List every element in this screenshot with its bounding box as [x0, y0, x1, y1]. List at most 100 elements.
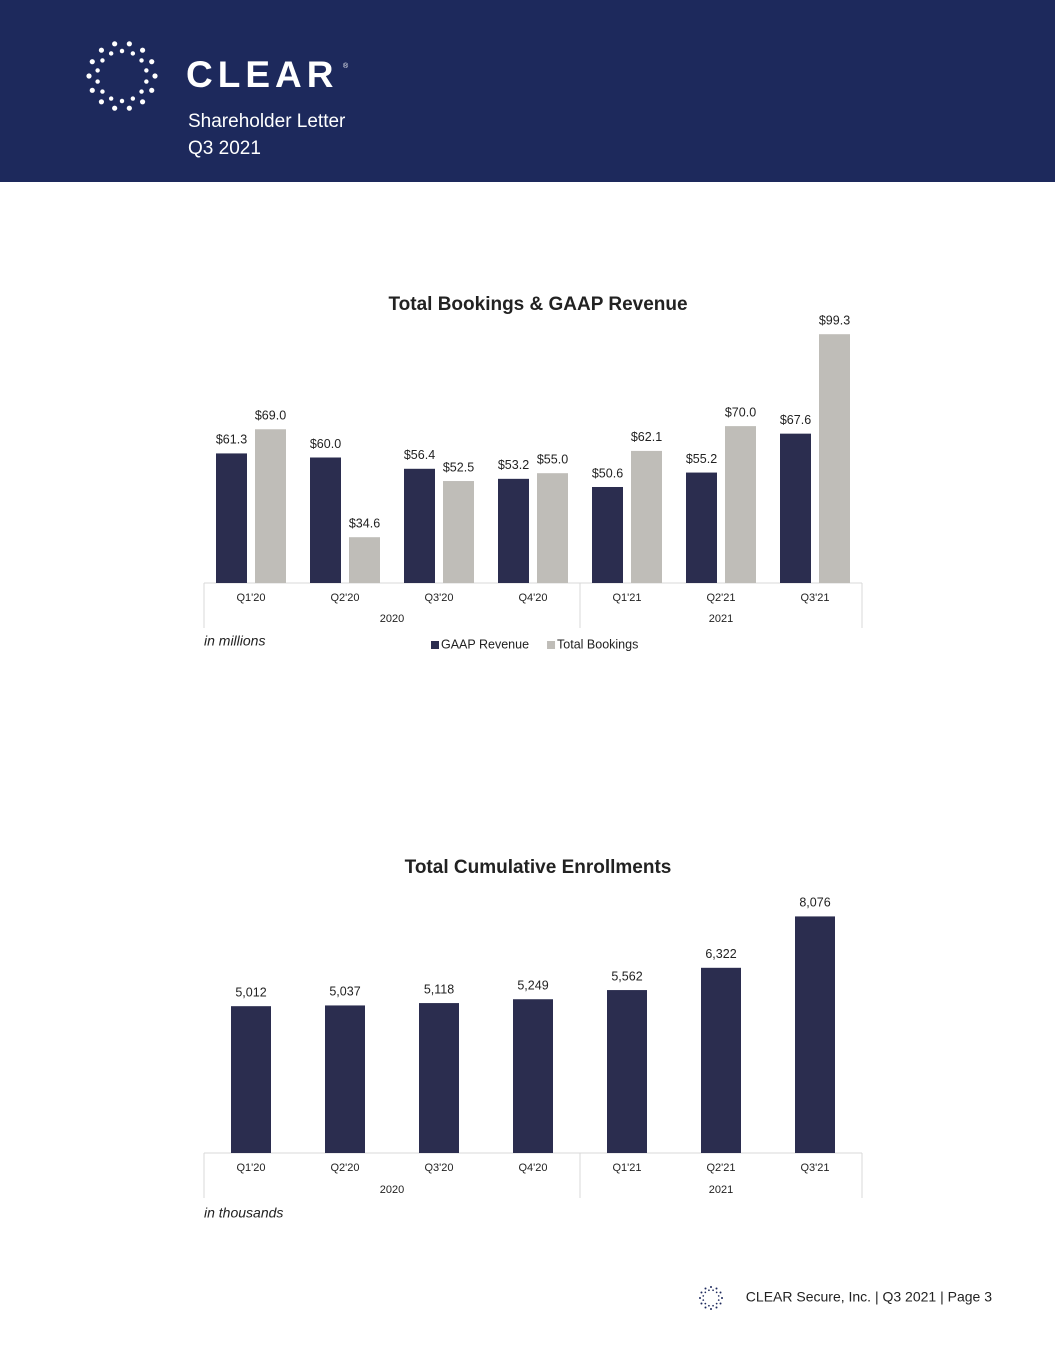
- bar: [725, 426, 756, 583]
- value-label: 5,012: [235, 985, 266, 999]
- x-tick-label: Q1'20: [236, 592, 265, 604]
- logo-dot: [149, 87, 155, 93]
- logo-dot: [702, 1295, 705, 1297]
- note: in millions: [204, 633, 265, 649]
- value-label: $69.0: [255, 409, 286, 423]
- period: Q3 2021: [188, 138, 261, 159]
- logo-dot: [139, 89, 144, 94]
- logo-dot: [704, 1287, 707, 1290]
- x-tick-label: Q1'21: [612, 1162, 641, 1174]
- value-label: $61.3: [216, 433, 247, 447]
- chart-title: Total Cumulative Enrollments: [405, 857, 672, 878]
- legend-swatch: [547, 641, 556, 649]
- legend-swatch: [431, 641, 439, 649]
- logo-dot: [719, 1302, 722, 1305]
- chart-title: Total Bookings & GAAP Revenue: [388, 294, 687, 315]
- logo-dot: [108, 96, 114, 101]
- x-tick-label: Q2'21: [706, 592, 735, 604]
- logo-dot: [700, 1291, 703, 1294]
- logo-dot: [704, 1302, 707, 1305]
- legend-label: Total Bookings: [557, 637, 638, 651]
- bar: [701, 967, 741, 1153]
- x-tick-label: Q3'20: [424, 1162, 453, 1174]
- value-label: $62.1: [631, 430, 662, 444]
- legend-label: GAAP Revenue: [441, 637, 529, 651]
- bar: [795, 916, 835, 1153]
- x-tick-label: Q2'20: [330, 1162, 359, 1174]
- group-label: 2021: [709, 613, 733, 625]
- logo-dot: [700, 1302, 703, 1305]
- bar: [419, 1003, 459, 1153]
- logo-dot: [708, 1304, 710, 1307]
- logo-dot: [95, 68, 100, 73]
- logo-dot: [152, 73, 158, 79]
- group-label: 2020: [380, 613, 404, 625]
- x-tick-label: Q1'20: [236, 1162, 265, 1174]
- group-label: 2020: [380, 1184, 404, 1196]
- logo-dot: [719, 1291, 722, 1294]
- logo-dot: [139, 58, 144, 63]
- logo-dot: [715, 1306, 718, 1309]
- x-tick-label: Q3'20: [424, 592, 453, 604]
- x-tick-label: Q3'21: [800, 592, 829, 604]
- logo-dot: [126, 41, 132, 47]
- x-tick-label: Q1'21: [612, 592, 641, 604]
- brand-mark: ®: [343, 62, 349, 70]
- logo-dot: [708, 1289, 710, 1292]
- logo-dot: [149, 59, 155, 65]
- note: in thousands: [204, 1205, 283, 1221]
- x-tick-label: Q2'20: [330, 592, 359, 604]
- logo-dot: [699, 1297, 701, 1299]
- logo-dot: [95, 79, 100, 84]
- value-label: 6,322: [705, 947, 736, 961]
- logo-dot: [108, 51, 114, 56]
- bar: [231, 1006, 271, 1153]
- logo-dot: [89, 87, 95, 93]
- bar: [592, 486, 623, 583]
- value-label: $99.3: [819, 313, 850, 327]
- bar: [443, 481, 474, 583]
- logo-dot: [100, 58, 105, 63]
- logo-dot: [130, 51, 136, 56]
- logo-dot: [715, 1291, 718, 1294]
- x-tick-label: Q3'21: [800, 1162, 829, 1174]
- logo-dot: [702, 1299, 705, 1301]
- logo-dot: [139, 47, 146, 53]
- bar: [404, 468, 435, 583]
- value-label: $53.2: [498, 458, 529, 472]
- value-label: $34.6: [349, 516, 380, 530]
- value-label: 5,562: [611, 969, 642, 983]
- logo-dot: [112, 105, 118, 111]
- value-label: $70.0: [725, 405, 756, 419]
- footer-logo: [699, 1286, 723, 1310]
- bar: [216, 453, 247, 583]
- logo-dot: [712, 1289, 714, 1292]
- logo-dot: [86, 73, 92, 79]
- bar: [607, 990, 647, 1153]
- bar: [686, 472, 717, 583]
- logo-dot: [717, 1295, 720, 1297]
- logo-dot: [126, 105, 132, 111]
- logo-dot: [100, 89, 105, 94]
- logo-dot: [144, 68, 149, 73]
- logo-dot: [715, 1302, 718, 1305]
- logo-dot: [710, 1286, 712, 1288]
- bar: [513, 999, 553, 1153]
- value-label: 5,118: [424, 982, 454, 996]
- value-label: $55.2: [686, 452, 717, 466]
- bar: [819, 334, 850, 583]
- x-tick-label: Q2'21: [706, 1162, 735, 1174]
- group-label: 2021: [709, 1184, 733, 1196]
- logo: [86, 41, 158, 111]
- logo-dot: [721, 1297, 723, 1299]
- logo-dot: [112, 41, 118, 47]
- value-label: 8,076: [799, 896, 830, 910]
- x-tick-label: Q4'20: [518, 592, 547, 604]
- bar: [310, 457, 341, 583]
- subtitle: Shareholder Letter: [188, 111, 346, 132]
- value-label: $56.4: [404, 448, 435, 462]
- value-label: $67.6: [780, 413, 811, 427]
- logo-dot: [119, 48, 125, 54]
- logo-dot: [704, 1306, 707, 1309]
